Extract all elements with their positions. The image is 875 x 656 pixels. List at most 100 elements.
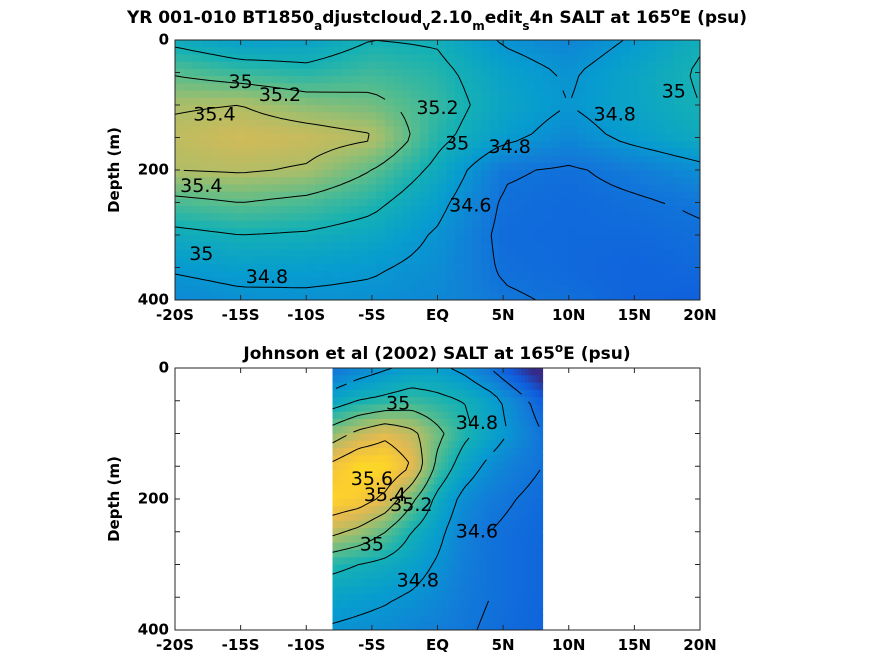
field-cell — [647, 256, 657, 265]
field-cell — [378, 440, 383, 449]
field-cell — [371, 499, 376, 507]
field-cell — [245, 76, 255, 84]
field-cell — [371, 433, 376, 442]
field-cell — [210, 263, 220, 272]
field-cell — [514, 542, 519, 551]
field-cell — [245, 141, 255, 149]
field-cell — [346, 433, 351, 442]
field-cell — [476, 397, 481, 405]
field-cell — [236, 54, 246, 63]
field-cell — [458, 622, 463, 630]
field-cell — [395, 593, 400, 602]
field-cell — [451, 382, 456, 391]
field-cell — [376, 155, 386, 164]
field-cell — [455, 462, 460, 471]
field-cell — [227, 249, 237, 258]
field-cell — [430, 433, 435, 442]
field-cell — [528, 615, 533, 624]
field-cell — [486, 615, 491, 624]
field-cell — [271, 61, 281, 70]
field-cell — [336, 404, 341, 413]
field-cell — [533, 119, 544, 128]
field-cell — [507, 133, 517, 142]
field-cell — [236, 198, 246, 207]
field-cell — [236, 213, 246, 222]
field-cell — [516, 235, 526, 243]
field-cell — [486, 397, 491, 405]
field-cell — [388, 484, 393, 493]
field-cell — [395, 622, 400, 630]
field-cell — [350, 440, 355, 449]
field-cell — [577, 83, 587, 92]
field-cell — [374, 549, 379, 558]
field-cell — [381, 579, 386, 587]
field-cell — [551, 68, 561, 77]
field-cell — [367, 155, 377, 164]
field-cell — [560, 155, 570, 164]
field-cell — [539, 593, 544, 602]
field-cell — [423, 462, 428, 471]
field-cell — [630, 263, 640, 272]
field-cell — [323, 242, 334, 251]
field-cell — [630, 213, 640, 222]
field-cell — [463, 141, 474, 149]
field-cell — [647, 249, 657, 258]
field-cell — [353, 375, 358, 384]
field-cell — [346, 397, 351, 405]
field-cell — [472, 292, 482, 300]
field-cell — [218, 119, 229, 128]
field-cell — [521, 448, 526, 456]
field-cell — [463, 54, 474, 63]
field-cell — [315, 206, 325, 214]
field-cell — [497, 484, 502, 493]
field-cell — [341, 40, 351, 48]
field-cell — [367, 54, 377, 63]
field-cell — [371, 426, 376, 435]
field-cell — [500, 535, 505, 544]
field-cell — [586, 285, 596, 294]
field-cell — [455, 285, 465, 294]
field-cell — [183, 162, 194, 171]
field-cell — [357, 593, 362, 602]
field-cell — [253, 198, 264, 207]
field-cell — [595, 105, 605, 113]
field-cell — [392, 469, 397, 478]
field-cell — [399, 615, 404, 624]
field-cell — [533, 90, 544, 99]
field-cell — [201, 292, 211, 300]
field-cell — [385, 382, 390, 391]
field-cell — [458, 608, 463, 617]
field-cell — [420, 97, 430, 106]
field-cell — [656, 242, 666, 251]
field-cell — [514, 535, 519, 544]
field-cell — [525, 564, 530, 573]
field-cell — [516, 126, 526, 135]
field-cell — [451, 520, 456, 529]
field-cell — [465, 375, 470, 384]
field-cell — [367, 382, 372, 391]
field-cell — [656, 112, 666, 121]
field-cell — [532, 600, 537, 609]
field-cell — [479, 375, 484, 384]
field-cell — [183, 133, 194, 142]
field-cell — [595, 242, 605, 251]
field-cell — [490, 455, 495, 464]
field-cell — [486, 579, 491, 587]
field-cell — [253, 68, 264, 77]
field-cell — [315, 105, 325, 113]
field-cell — [395, 506, 400, 515]
field-cell — [500, 564, 505, 573]
field-cell — [533, 76, 544, 84]
field-cell — [595, 285, 605, 294]
field-cell — [437, 61, 447, 70]
field-cell — [315, 213, 325, 222]
field-cell — [378, 469, 383, 478]
field-cell — [476, 484, 481, 493]
field-cell — [381, 462, 386, 471]
field-cell — [376, 191, 386, 200]
field-cell — [638, 90, 649, 99]
field-cell — [332, 368, 337, 376]
field-cell — [535, 440, 540, 449]
field-cell — [516, 155, 526, 164]
field-cell — [339, 469, 344, 478]
